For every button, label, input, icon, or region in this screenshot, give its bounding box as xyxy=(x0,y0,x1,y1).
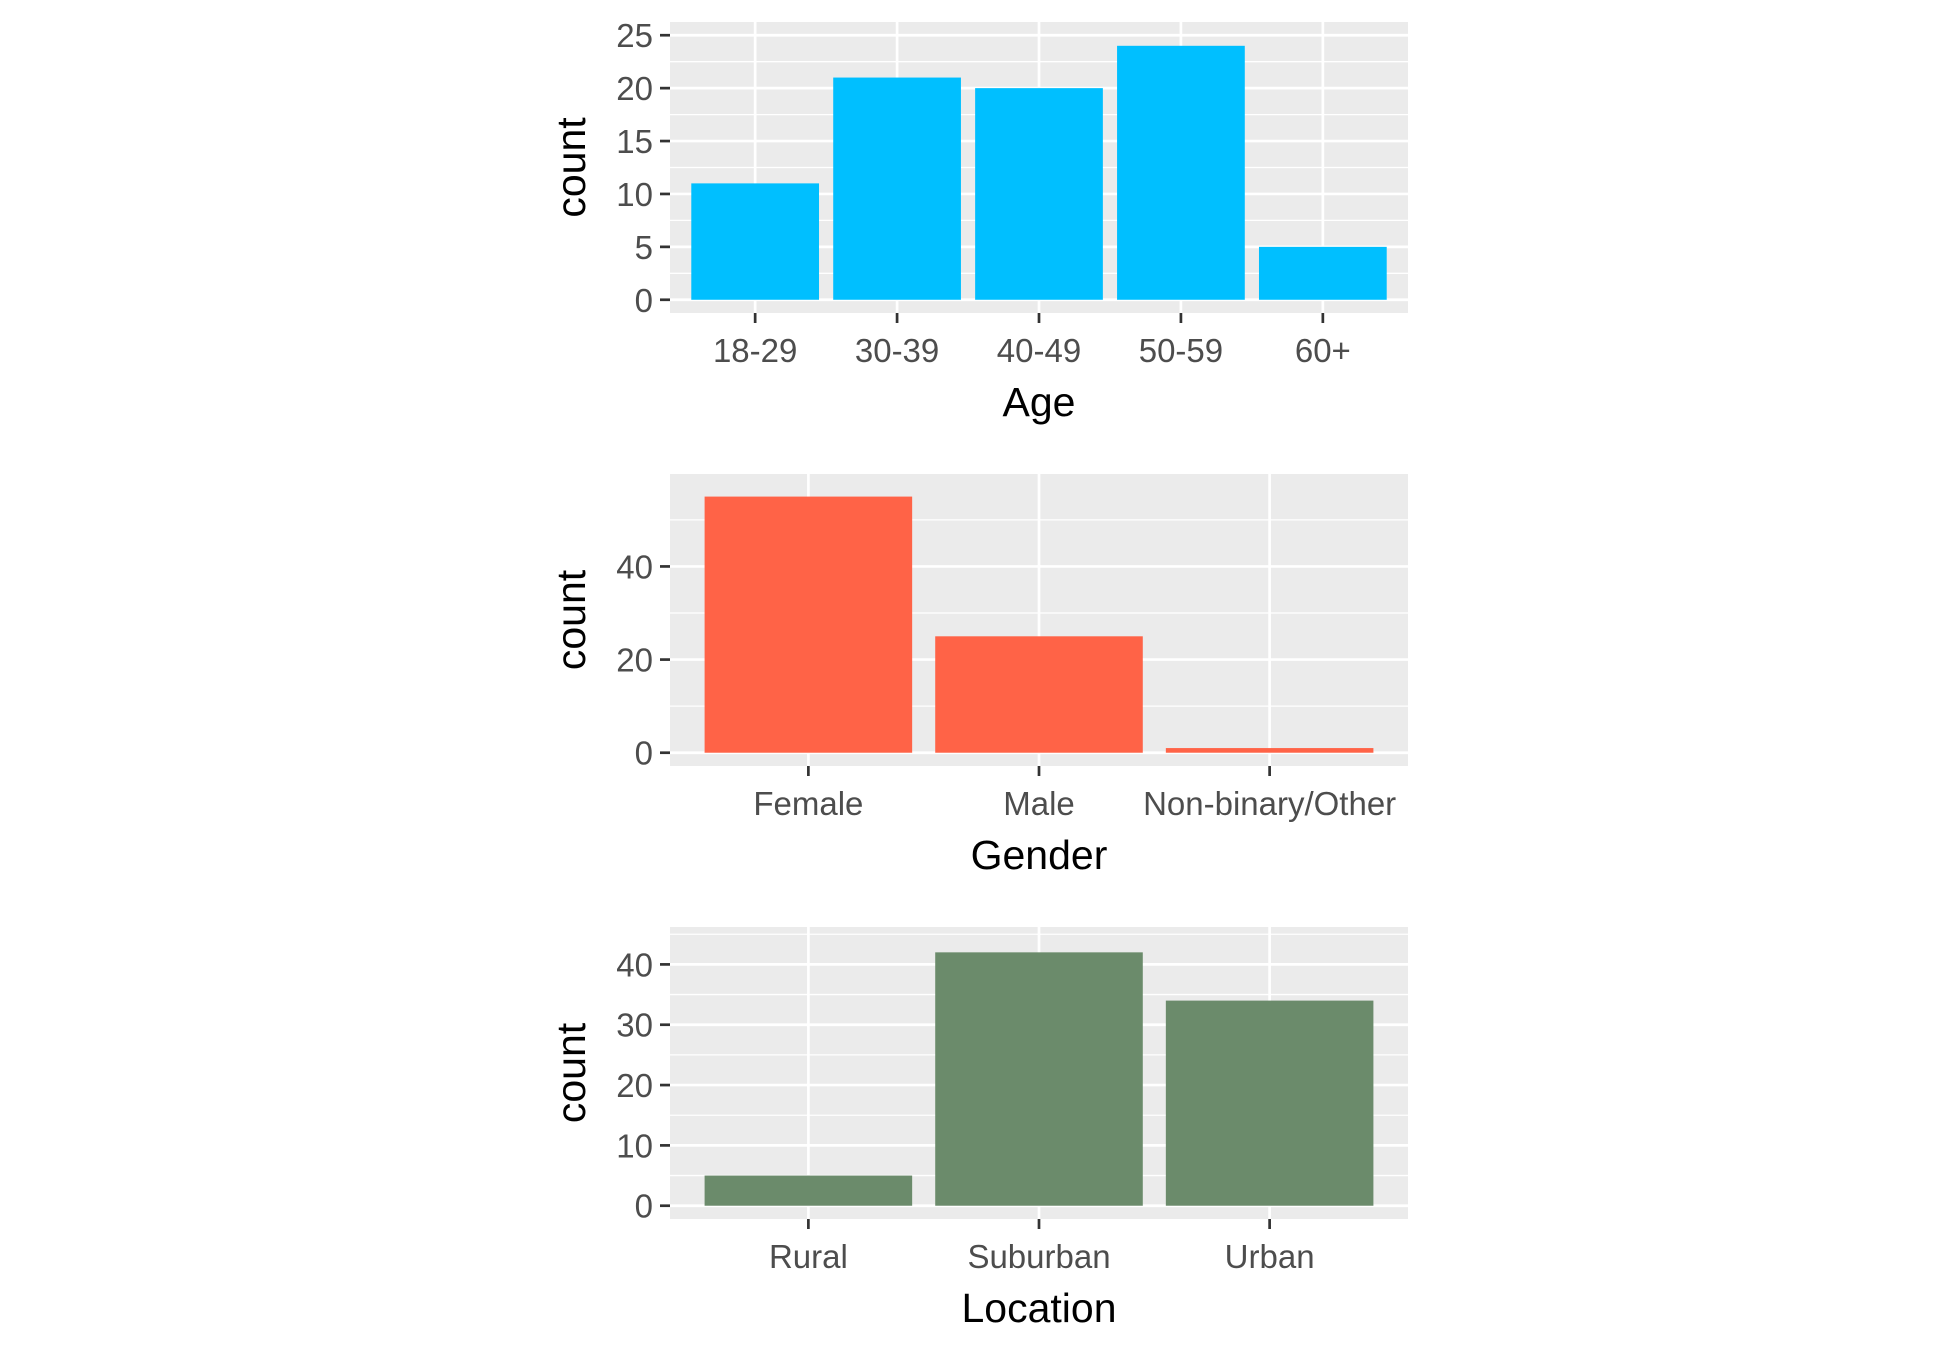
x-tick-label: 18-29 xyxy=(713,332,797,369)
x-axis-title: Gender xyxy=(971,832,1108,878)
y-tick-label: 20 xyxy=(616,1067,653,1104)
x-tick-label: Rural xyxy=(769,1238,848,1275)
y-axis-title: count xyxy=(548,569,594,670)
bar-18-29[interactable] xyxy=(691,183,820,300)
x-tick-label: Urban xyxy=(1225,1238,1315,1275)
x-tick-label: Non-binary/Other xyxy=(1143,785,1396,822)
y-tick-label: 0 xyxy=(635,1188,653,1225)
y-tick-label: 5 xyxy=(635,229,653,266)
x-axis-title: Location xyxy=(961,1285,1116,1331)
y-axis-title: count xyxy=(548,1022,594,1123)
y-tick-label: 40 xyxy=(616,548,653,585)
chart-panel-age: 0 5 10 15 20 25 18-29 30-39 40-49 50-59 60+ Age coun… xyxy=(548,17,1408,425)
x-tick-label: Suburban xyxy=(967,1238,1110,1275)
bar-60-[interactable] xyxy=(1258,246,1387,300)
y-tick-label: 25 xyxy=(616,17,653,54)
bar-urban[interactable] xyxy=(1165,1000,1374,1206)
y-tick-label: 15 xyxy=(616,123,653,160)
y-tick-label: 40 xyxy=(616,946,653,983)
y-tick-label: 20 xyxy=(616,642,653,679)
y-tick-label: 10 xyxy=(616,1127,653,1164)
y-tick-label: 0 xyxy=(635,282,653,319)
chart-panel-location: 0 10 20 30 40 Rural Suburban Urban Location count xyxy=(548,927,1408,1331)
y-tick-label: 30 xyxy=(616,1007,653,1044)
x-tick-label: Male xyxy=(1003,785,1075,822)
bar-non-binary-other[interactable] xyxy=(1165,748,1374,753)
bar-suburban[interactable] xyxy=(935,952,1143,1206)
chart-panel-gender: 0 20 40 Female Male Non-binary/Other Gender cou… xyxy=(548,474,1408,878)
x-tick-label: 30-39 xyxy=(855,332,939,369)
x-tick-label: Female xyxy=(753,785,863,822)
x-tick-label: 50-59 xyxy=(1139,332,1223,369)
y-tick-label: 0 xyxy=(635,735,653,772)
x-axis-title: Age xyxy=(1003,379,1076,425)
bar-rural[interactable] xyxy=(704,1175,913,1206)
bar-female[interactable] xyxy=(704,496,913,753)
y-tick-label: 10 xyxy=(616,176,653,213)
bar-male[interactable] xyxy=(935,636,1143,753)
bar-40-49[interactable] xyxy=(975,88,1103,300)
y-axis-title: count xyxy=(548,117,594,218)
bar-30-39[interactable] xyxy=(833,77,961,300)
x-tick-label: 60+ xyxy=(1295,332,1351,369)
x-tick-label: 40-49 xyxy=(997,332,1081,369)
y-tick-label: 20 xyxy=(616,70,653,107)
bar-50-59[interactable] xyxy=(1117,45,1245,300)
